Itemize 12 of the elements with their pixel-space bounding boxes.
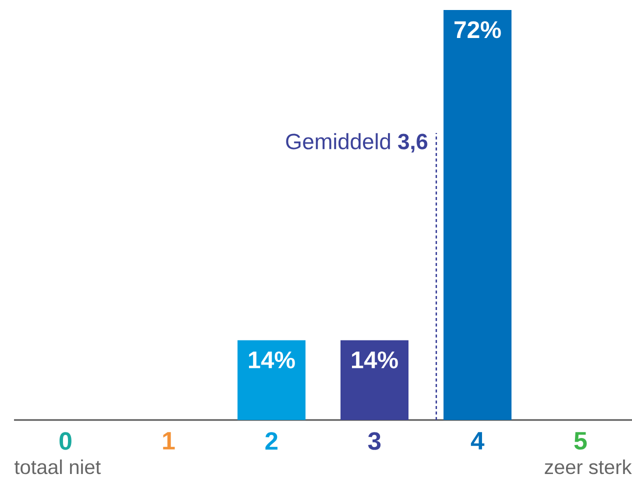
x-tick-label: 0 <box>60 432 72 450</box>
x-tick-label: 4 <box>470 432 484 450</box>
x-tick-label: 2 <box>265 432 278 450</box>
x-tick-label: 5 <box>574 432 587 450</box>
ref-line-label: Gemiddeld 3,6 <box>286 133 428 153</box>
x-tick-label: 1 <box>163 432 175 450</box>
data-label: 72% <box>454 21 501 38</box>
x-tick-label: 3 <box>368 432 381 450</box>
text: totaal niet <box>14 459 101 474</box>
text: zeer sterk <box>544 459 632 474</box>
data-label: 14% <box>352 351 398 368</box>
data-label: 14% <box>248 351 295 368</box>
